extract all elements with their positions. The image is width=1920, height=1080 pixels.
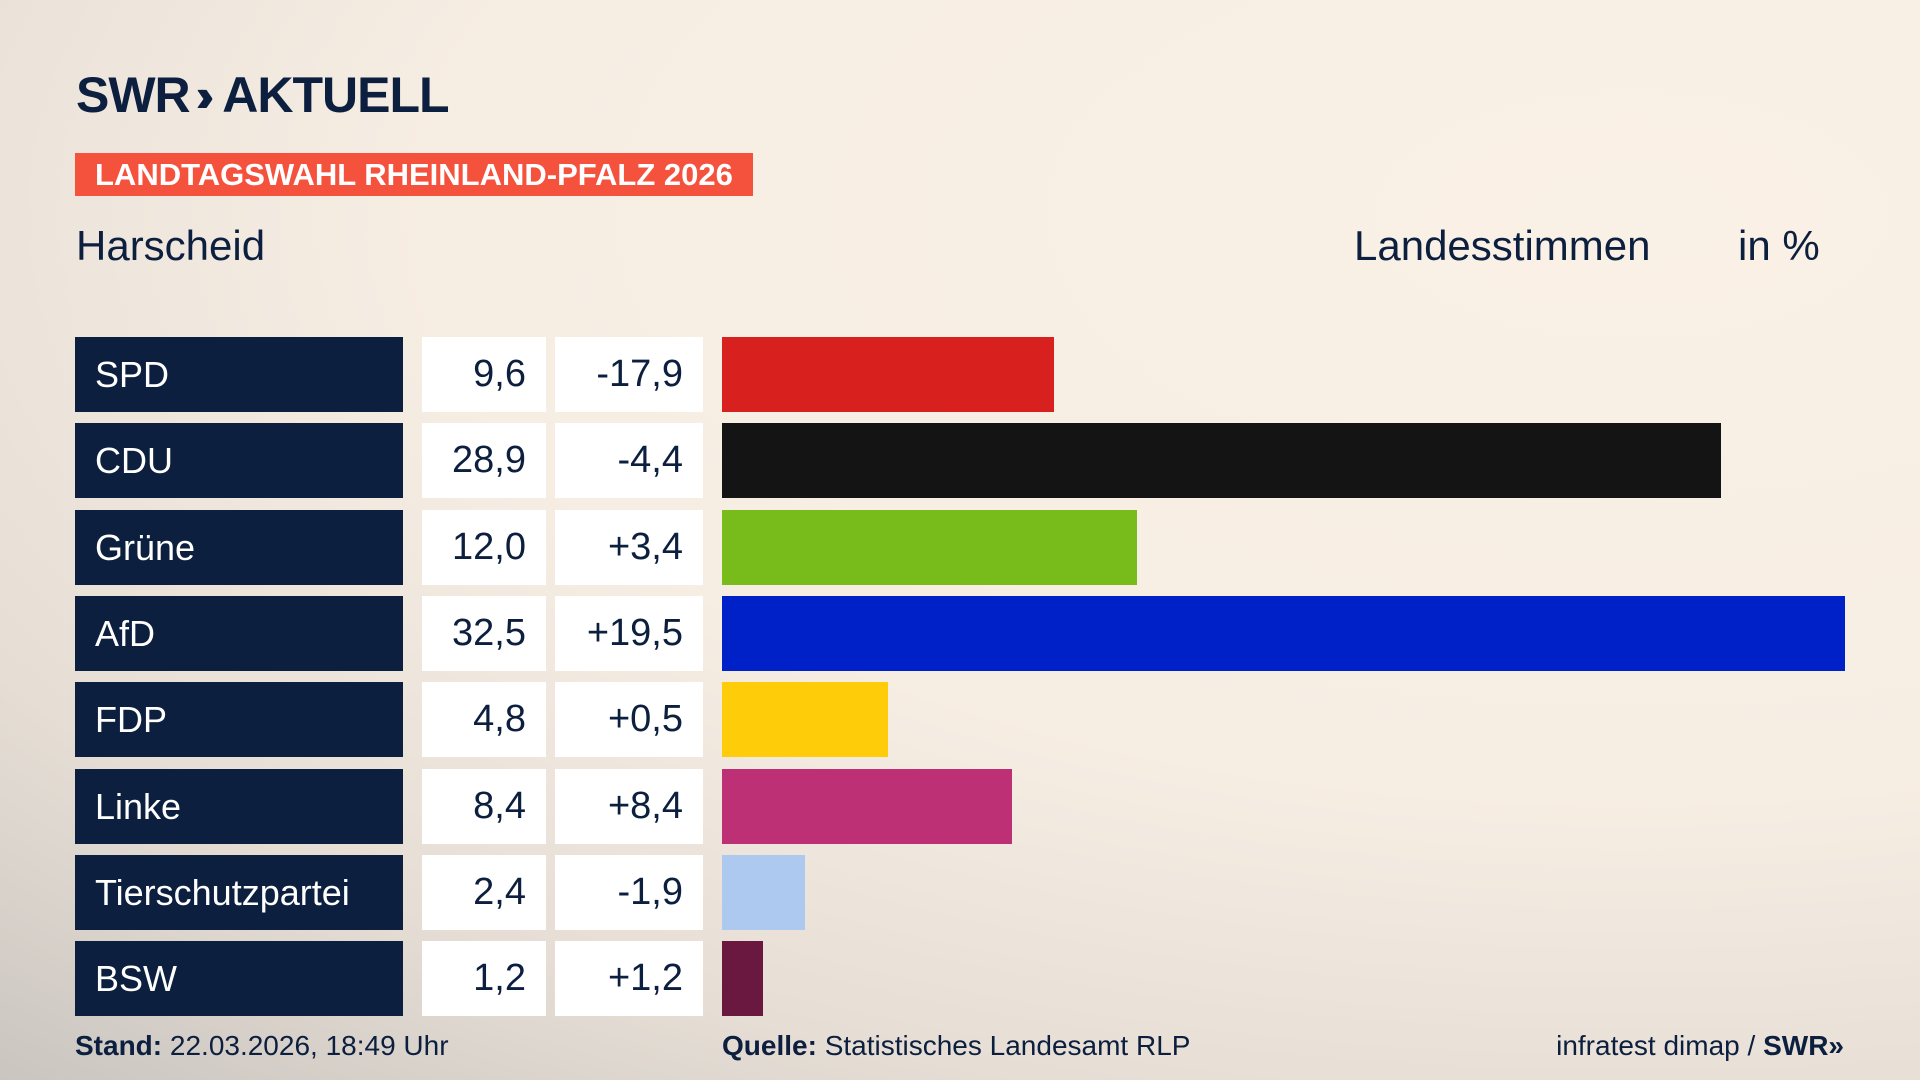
timestamp: Stand: 22.03.2026, 18:49 Uhr xyxy=(75,1030,449,1062)
logo-aktuell: AKTUELL xyxy=(222,67,449,123)
party-change: -4,4 xyxy=(555,423,703,499)
party-label: Grüne xyxy=(75,509,403,585)
party-value: 9,6 xyxy=(422,337,546,412)
party-change: +8,4 xyxy=(555,768,703,844)
party-value: 1,2 xyxy=(422,941,546,1017)
logo-swr: SWR xyxy=(76,67,191,123)
source-label: Quelle: xyxy=(722,1030,817,1061)
party-value: 8,4 xyxy=(422,768,546,844)
party-bar xyxy=(722,509,1137,585)
party-bar xyxy=(722,941,764,1017)
party-label: BSW xyxy=(75,941,403,1017)
party-label: FDP xyxy=(75,682,403,758)
party-value: 2,4 xyxy=(422,854,546,930)
source-value: Statistisches Landesamt RLP xyxy=(824,1030,1191,1061)
party-change: -1,9 xyxy=(555,854,703,930)
party-bar xyxy=(722,854,805,930)
chevrons-icon: » xyxy=(1828,1030,1844,1061)
place-title: Harscheid xyxy=(76,222,266,269)
unit-label: in % xyxy=(1738,222,1820,269)
election-banner: LANDTAGSWAHL RHEINLAND-PFALZ 2026 xyxy=(75,153,753,196)
source: Quelle: Statistisches Landesamt RLP xyxy=(722,1030,1190,1062)
party-value: 32,5 xyxy=(422,595,546,671)
party-value: 28,9 xyxy=(422,423,546,499)
party-value: 4,8 xyxy=(422,682,546,758)
credit-text: infratest dimap / xyxy=(1556,1030,1756,1061)
swr-aktuell-logo: SWR ›› AKTUELL xyxy=(76,66,450,124)
party-label: Linke xyxy=(75,768,403,844)
party-change: +3,4 xyxy=(555,509,703,585)
vote-type-label: Landesstimmen xyxy=(1354,222,1651,269)
credit: infratest dimap / SWR» xyxy=(1556,1030,1844,1062)
party-bar xyxy=(722,423,1721,499)
party-bar xyxy=(722,595,1845,671)
party-bar xyxy=(722,337,1054,412)
stand-value: 22.03.2026, 18:49 Uhr xyxy=(169,1030,449,1061)
party-label: AfD xyxy=(75,595,403,671)
party-bar xyxy=(722,682,888,758)
party-change: +1,2 xyxy=(555,941,703,1017)
party-label: CDU xyxy=(75,423,403,499)
stand-label: Stand: xyxy=(75,1030,163,1061)
chevrons-icon: ›› xyxy=(195,69,214,121)
party-label: Tierschutzpartei xyxy=(75,854,403,930)
party-change: +0,5 xyxy=(555,682,703,758)
credit-brand: SWR xyxy=(1763,1030,1829,1061)
party-value: 12,0 xyxy=(422,509,546,585)
party-bar xyxy=(722,768,1013,844)
party-change: +19,5 xyxy=(555,595,703,671)
party-change: -17,9 xyxy=(555,337,703,412)
party-label: SPD xyxy=(75,337,403,412)
